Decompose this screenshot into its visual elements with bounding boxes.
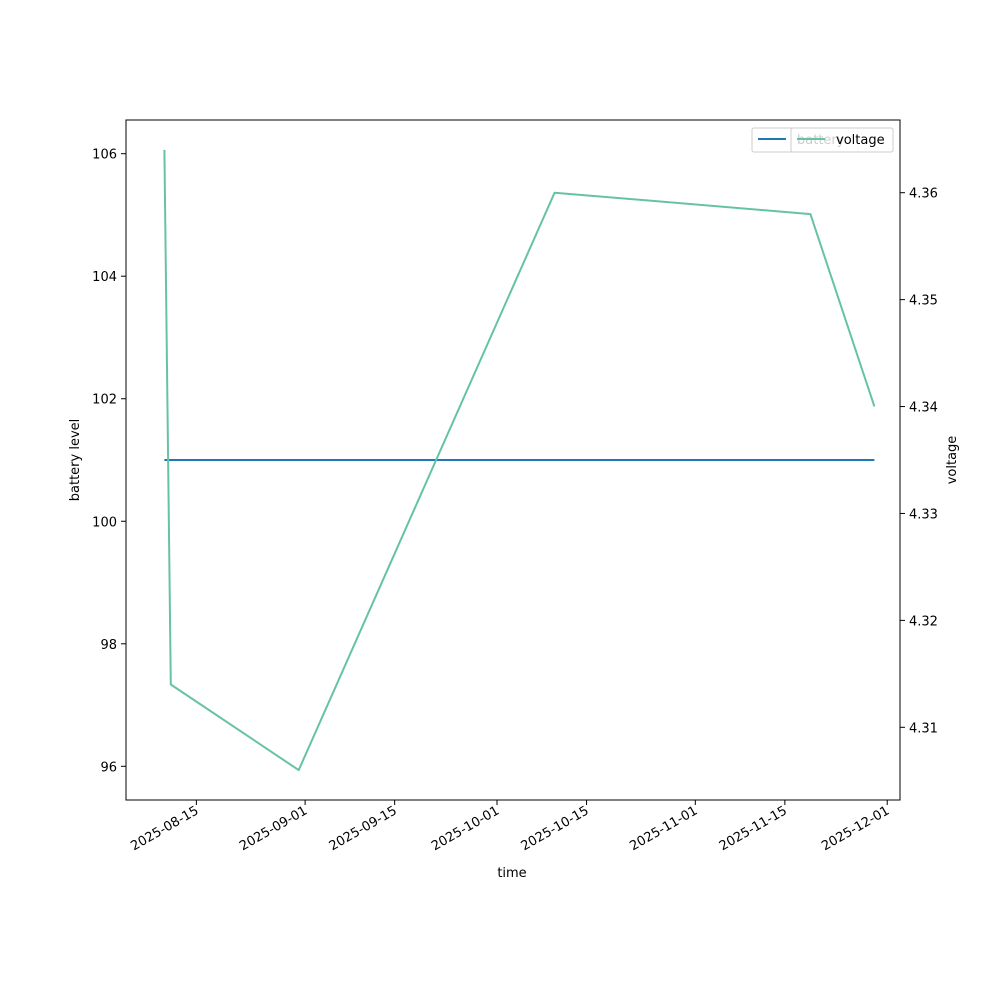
- x-tick-label: 2025-11-01: [627, 803, 700, 854]
- x-axis-title: time: [497, 866, 526, 881]
- x-tick-label: 2025-09-01: [237, 803, 310, 854]
- x-tick-label: 2025-08-15: [128, 803, 201, 854]
- x-tick-label: 2025-10-01: [429, 803, 502, 854]
- right-y-tick-label: 4.34: [909, 401, 938, 416]
- right-y-axis-title: voltage: [945, 436, 960, 485]
- left-y-tick-label: 98: [100, 638, 117, 653]
- legend-voltage: voltage: [790, 127, 894, 153]
- series-layer: [163, 149, 876, 772]
- right-y-tick-label: 4.33: [909, 507, 938, 522]
- left-y-tick-label: 96: [100, 760, 117, 775]
- legend-voltage-label: voltage: [836, 133, 885, 148]
- right-y-tick-label: 4.31: [909, 721, 938, 736]
- right-y-tick-label: 4.32: [909, 614, 938, 629]
- right-y-tick-label: 4.35: [909, 294, 938, 309]
- left-y-axis-title: battery level: [68, 419, 83, 502]
- left-y-tick-label: 106: [92, 148, 117, 163]
- x-tick-label: 2025-11-15: [717, 803, 790, 854]
- x-tick-label: 2025-12-01: [819, 803, 892, 854]
- right-y-tick-label: 4.36: [909, 187, 938, 202]
- legend-voltage-frame: [790, 127, 894, 153]
- left-y-tick-label: 100: [92, 515, 117, 530]
- series-line-voltage: [163, 149, 876, 772]
- left-y-tick-label: 102: [92, 393, 117, 408]
- x-tick-label: 2025-09-15: [327, 803, 400, 854]
- left-y-tick-label: 104: [92, 270, 117, 285]
- x-tick-label: 2025-10-15: [519, 803, 592, 854]
